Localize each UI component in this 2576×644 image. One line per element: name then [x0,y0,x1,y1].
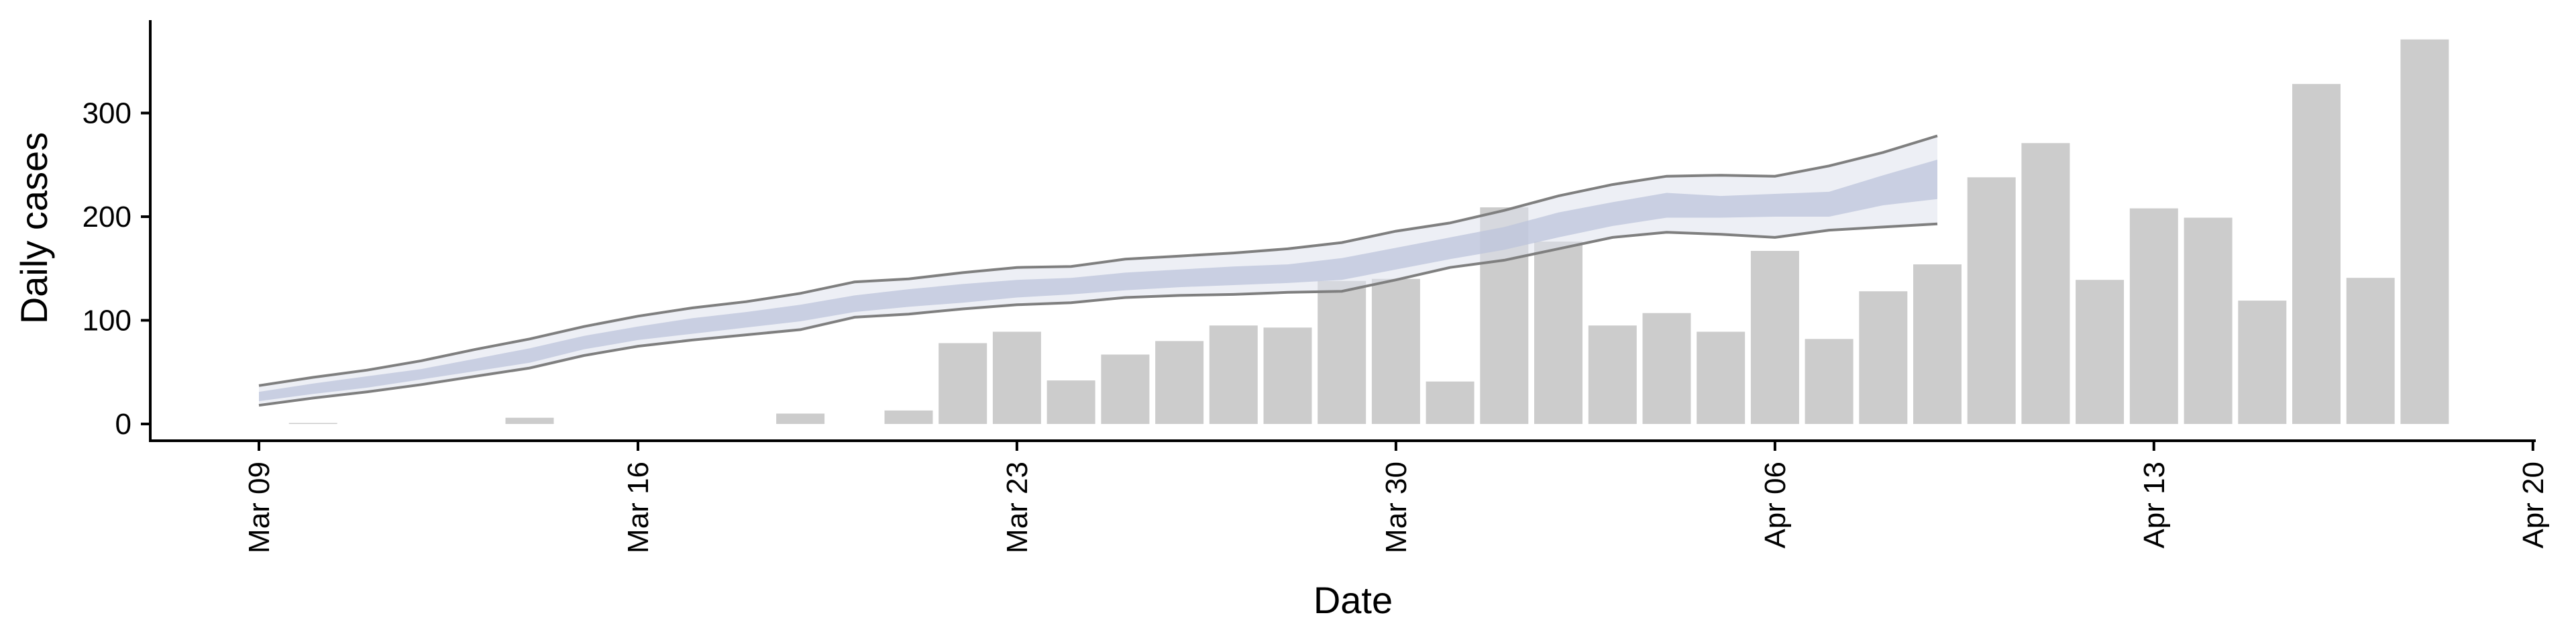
bar-2020-04-16 [2292,84,2341,424]
bar-2020-03-10 [288,423,337,424]
forecast-lower-bound-line [258,222,1938,407]
x-tick-label-6: Apr 20 [2517,462,2550,549]
y-ticks: 0 100 200 300 [83,97,150,441]
forecast-inner-band [259,160,1937,401]
bar-2020-03-28 [1263,327,1312,424]
x-tick-label-1: Mar 16 [622,462,655,553]
bar-2020-04-07 [1805,339,1854,424]
bars-layer [288,39,2449,425]
bar-2020-04-18 [2400,39,2449,425]
bar-2020-04-08 [1859,291,1908,424]
y-axis-title: Daily cases [13,132,55,324]
y-tick-label-300: 300 [83,97,131,130]
x-tick-label-4: Apr 06 [1759,462,1792,549]
forecast-outer-band [259,136,1937,406]
y-tick-label-100: 100 [83,305,131,337]
forecast-band-layer [258,134,1938,407]
bar-2020-03-14 [505,417,554,424]
x-tick-label-5: Apr 13 [2138,462,2171,549]
axes-layer [149,20,2536,442]
bar-2020-03-30 [1371,278,1420,424]
bar-2020-03-31 [1426,381,1474,424]
x-tick-label-3: Mar 30 [1380,462,1413,553]
bar-2020-04-14 [2184,217,2233,424]
bar-2020-03-23 [992,331,1041,424]
x-tick-label-2: Mar 23 [1001,462,1034,553]
bar-2020-04-17 [2346,278,2395,424]
bar-2020-03-19 [776,413,825,424]
bar-2020-03-27 [1209,325,1258,424]
bar-2020-04-06 [1750,251,1799,424]
bar-2020-04-12 [2076,280,2125,424]
x-tick-label-0: Mar 09 [243,462,276,553]
bar-2020-04-13 [2129,208,2178,424]
bar-2020-03-22 [938,343,987,424]
bar-2020-04-15 [2238,301,2287,424]
bar-2020-04-10 [1967,177,2016,424]
bar-2020-04-09 [1913,264,1962,424]
bar-2020-04-03 [1588,325,1637,424]
y-tick-label-0: 0 [115,408,131,441]
bar-2020-03-26 [1155,341,1204,424]
bar-2020-03-25 [1101,354,1150,424]
x-ticks: Mar 09 Mar 16 Mar 23 Mar 30 Apr 06 Apr 13 Apr … [243,441,2550,553]
bar-2020-04-11 [2021,143,2070,425]
bar-2020-04-04 [1642,313,1691,424]
bar-2020-04-02 [1534,241,1582,424]
bar-2020-03-21 [884,410,933,424]
bar-2020-04-05 [1697,331,1746,424]
forecast-upper-bound-line [258,134,1938,387]
bar-2020-03-24 [1046,380,1095,424]
x-axis-title: Date [1313,579,1393,621]
y-tick-label-200: 200 [83,201,131,233]
bar-2020-03-29 [1318,280,1366,424]
